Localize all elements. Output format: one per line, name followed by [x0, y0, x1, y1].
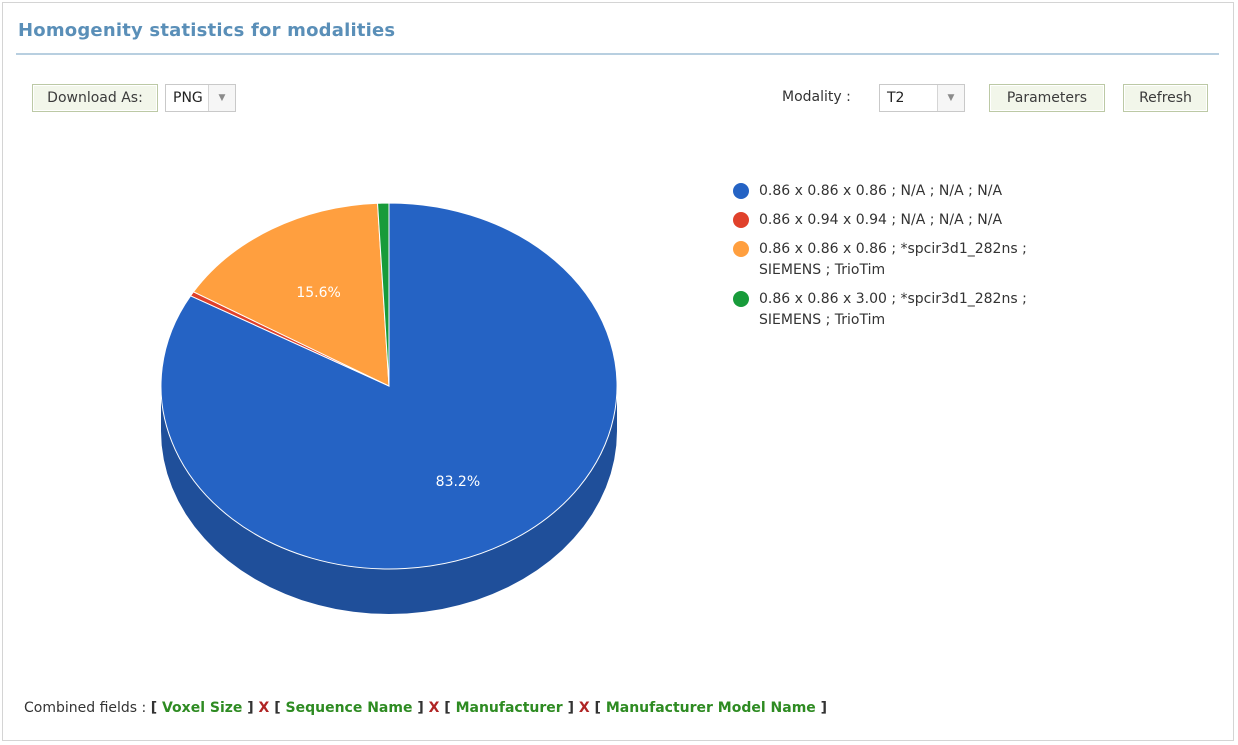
legend-label: 0.86 x 0.86 x 3.00 ; *spcir3d1_282ns ; S…: [759, 291, 1027, 328]
remove-field-icon[interactable]: X: [253, 700, 275, 716]
bracket-open: [: [150, 700, 162, 716]
bracket-close: ]: [412, 700, 424, 716]
combined-field-manufacturer-model-name[interactable]: Manufacturer Model Name: [605, 700, 816, 716]
legend-label: 0.86 x 0.86 x 0.86 ; *spcir3d1_282ns ; S…: [759, 241, 1027, 278]
chevron-down-icon[interactable]: ▼: [208, 85, 235, 111]
legend-item[interactable]: 0.86 x 0.86 x 3.00 ; *spcir3d1_282ns ; S…: [733, 289, 1053, 331]
legend-swatch: [733, 291, 749, 307]
chevron-down-icon[interactable]: ▼: [937, 85, 964, 111]
chart-legend: 0.86 x 0.86 x 0.86 ; N/A ; N/A ; N/A 0.86…: [733, 181, 1053, 339]
remove-field-icon[interactable]: X: [573, 700, 595, 716]
modality-select[interactable]: T2 ▼: [879, 84, 965, 112]
remove-field-icon[interactable]: X: [423, 700, 445, 716]
format-select-value: PNG: [173, 90, 203, 106]
legend-label: 0.86 x 0.86 x 0.86 ; N/A ; N/A ; N/A: [759, 183, 1003, 199]
bracket-close: ]: [242, 700, 254, 716]
bracket-close: ]: [562, 700, 574, 716]
legend-swatch: [733, 183, 749, 199]
modality-select-value: T2: [887, 90, 905, 106]
pie-side-1: [161, 386, 617, 614]
bracket-close: ]: [815, 700, 828, 716]
pie-slice-label-3: 15.6%: [296, 285, 340, 301]
panel-title: Homogenity statistics for modalities: [18, 20, 396, 41]
legend-swatch: [733, 241, 749, 257]
legend-item[interactable]: 0.86 x 0.86 x 0.86 ; N/A ; N/A ; N/A: [733, 181, 1053, 202]
legend-label: 0.86 x 0.94 x 0.94 ; N/A ; N/A ; N/A: [759, 212, 1003, 228]
bracket-open: [: [594, 700, 606, 716]
combined-fields-prefix: Combined fields :: [24, 700, 151, 716]
legend-swatch: [733, 212, 749, 228]
combined-fields: Combined fields : [ Voxel Size ] X [ Seq…: [24, 700, 827, 716]
parameters-button[interactable]: Parameters: [989, 84, 1105, 112]
combined-field-sequence-name[interactable]: Sequence Name: [285, 700, 413, 716]
format-select[interactable]: PNG ▼: [165, 84, 236, 112]
bracket-open: [: [274, 700, 286, 716]
download-as-button[interactable]: Download As:: [32, 84, 158, 112]
pie-slice-3[interactable]: [192, 202, 390, 387]
pie-slice-label-1: 83.2%: [436, 474, 480, 490]
pie-slice-4[interactable]: [377, 202, 390, 387]
modality-label: Modality :: [782, 89, 851, 105]
combined-field-manufacturer[interactable]: Manufacturer: [455, 700, 563, 716]
legend-item[interactable]: 0.86 x 0.94 x 0.94 ; N/A ; N/A ; N/A: [733, 210, 1053, 231]
title-divider: [16, 53, 1219, 55]
legend-item[interactable]: 0.86 x 0.86 x 0.86 ; *spcir3d1_282ns ; S…: [733, 239, 1053, 281]
refresh-button[interactable]: Refresh: [1123, 84, 1208, 112]
combined-field-voxel-size[interactable]: Voxel Size: [161, 700, 243, 716]
bracket-open: [: [444, 700, 456, 716]
